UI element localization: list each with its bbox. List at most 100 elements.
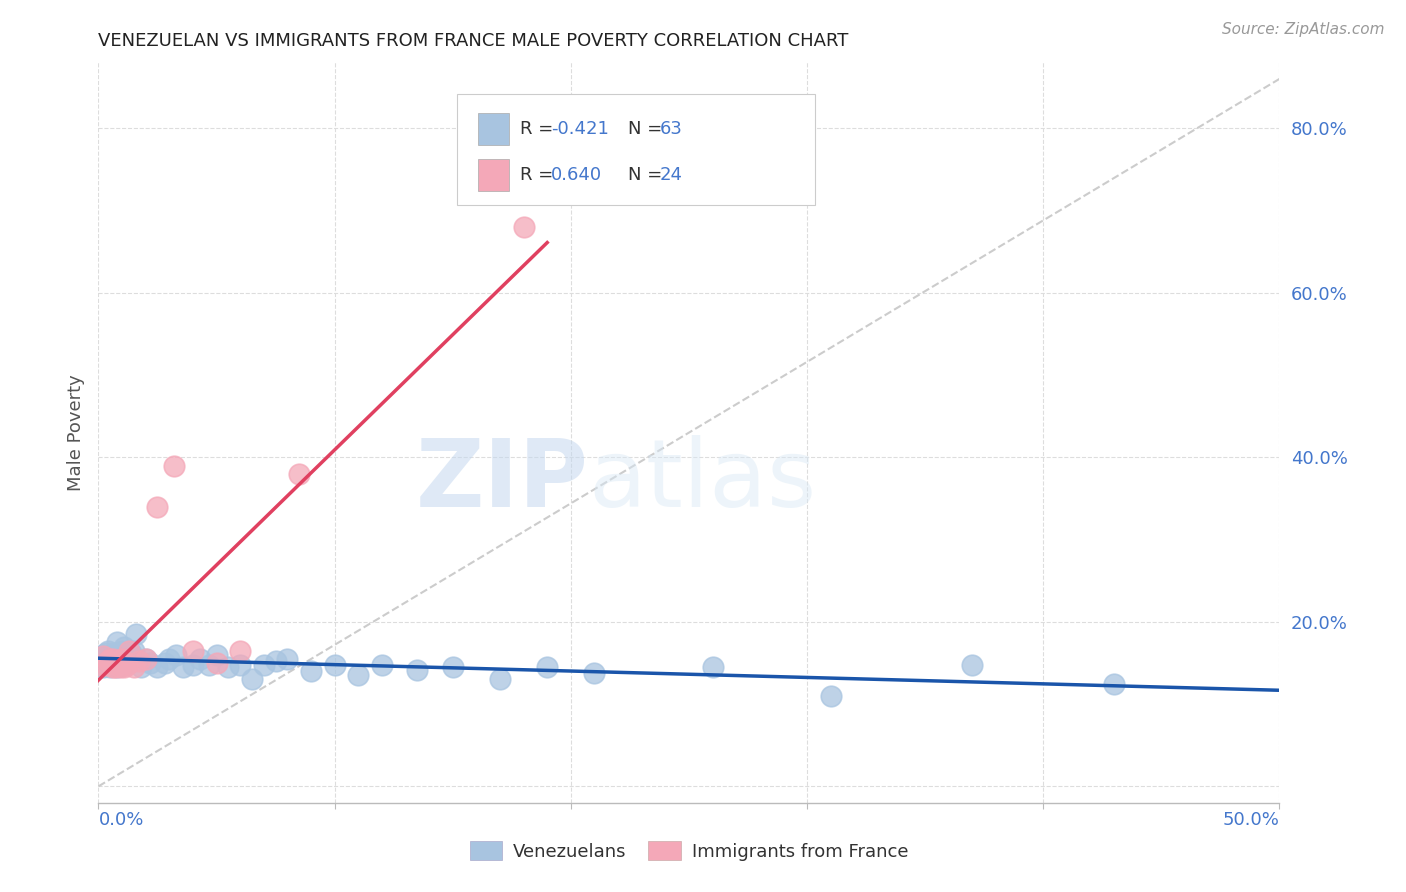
Text: 0.0%: 0.0% <box>98 811 143 830</box>
Point <box>122 643 145 657</box>
Point <box>820 689 842 703</box>
Text: -0.421: -0.421 <box>551 120 609 138</box>
Point <box>1102 676 1125 690</box>
Point <box>111 652 134 666</box>
Point <box>98 660 121 674</box>
Point <box>115 657 138 672</box>
Point <box>146 500 169 514</box>
Point <box>104 656 127 670</box>
Point <box>583 665 606 680</box>
Point <box>441 660 464 674</box>
Text: VENEZUELAN VS IMMIGRANTS FROM FRANCE MALE POVERTY CORRELATION CHART: VENEZUELAN VS IMMIGRANTS FROM FRANCE MAL… <box>98 32 849 50</box>
Point <box>536 660 558 674</box>
Point <box>406 663 429 677</box>
Point <box>101 648 124 662</box>
Point <box>702 660 724 674</box>
Point <box>205 656 228 670</box>
Point <box>94 649 117 664</box>
Point <box>240 673 263 687</box>
Point <box>229 657 252 672</box>
Point <box>101 660 124 674</box>
Point <box>157 652 180 666</box>
Point <box>172 660 194 674</box>
Point <box>98 657 121 672</box>
Point <box>135 652 157 666</box>
Point <box>101 657 124 672</box>
Point <box>181 643 204 657</box>
Point <box>101 652 124 666</box>
Point <box>129 660 152 674</box>
Point <box>122 660 145 674</box>
Point <box>163 458 186 473</box>
Point <box>111 643 134 657</box>
Point <box>217 660 239 674</box>
Point <box>105 652 128 666</box>
Point <box>91 649 114 664</box>
Point <box>98 649 121 664</box>
Text: N =: N = <box>628 120 668 138</box>
Point <box>512 219 534 234</box>
Point <box>91 648 114 662</box>
Point <box>97 656 120 670</box>
Point <box>139 656 162 670</box>
Point <box>153 656 176 670</box>
Point <box>135 652 157 666</box>
Point <box>253 657 276 672</box>
Text: 50.0%: 50.0% <box>1223 811 1279 830</box>
Point <box>94 657 117 672</box>
Text: R =: R = <box>520 120 560 138</box>
Point <box>108 660 131 674</box>
Point <box>104 652 127 666</box>
Point <box>90 657 112 672</box>
Point <box>165 648 187 662</box>
Point <box>962 657 984 672</box>
Point <box>181 657 204 672</box>
Point <box>118 643 141 657</box>
Text: 24: 24 <box>659 166 682 184</box>
Point <box>90 652 112 666</box>
Point <box>489 673 512 687</box>
Point <box>146 660 169 674</box>
Point <box>94 646 117 660</box>
Text: Source: ZipAtlas.com: Source: ZipAtlas.com <box>1222 22 1385 37</box>
Point <box>125 627 148 641</box>
Point <box>347 668 370 682</box>
Point <box>108 648 131 662</box>
Point <box>121 646 143 660</box>
Point <box>108 656 131 670</box>
Point <box>111 652 134 666</box>
Point <box>288 467 311 481</box>
Point <box>105 660 128 674</box>
Point <box>112 660 135 674</box>
Point <box>128 654 150 668</box>
Text: 0.640: 0.640 <box>551 166 602 184</box>
Point <box>105 656 128 670</box>
Point <box>115 652 138 666</box>
Point <box>198 657 221 672</box>
Text: N =: N = <box>628 166 668 184</box>
Point <box>104 660 127 674</box>
Point <box>97 652 120 666</box>
Point <box>299 664 322 678</box>
Text: ZIP: ZIP <box>416 434 589 527</box>
Point <box>101 652 124 666</box>
Point <box>97 643 120 657</box>
Point <box>264 654 287 668</box>
Text: atlas: atlas <box>589 434 817 527</box>
Point <box>112 657 135 672</box>
Point <box>276 652 298 666</box>
Legend: Venezuelans, Immigrants from France: Venezuelans, Immigrants from France <box>463 834 915 868</box>
Y-axis label: Male Poverty: Male Poverty <box>66 375 84 491</box>
Point <box>323 657 346 672</box>
Point <box>188 652 211 666</box>
Point <box>371 657 394 672</box>
Point <box>98 652 121 666</box>
Point <box>97 654 120 668</box>
Point <box>98 654 121 668</box>
Point <box>91 660 114 674</box>
Point <box>112 640 135 654</box>
Point <box>205 648 228 662</box>
Point <box>104 646 127 660</box>
Text: R =: R = <box>520 166 560 184</box>
Text: 63: 63 <box>659 120 682 138</box>
